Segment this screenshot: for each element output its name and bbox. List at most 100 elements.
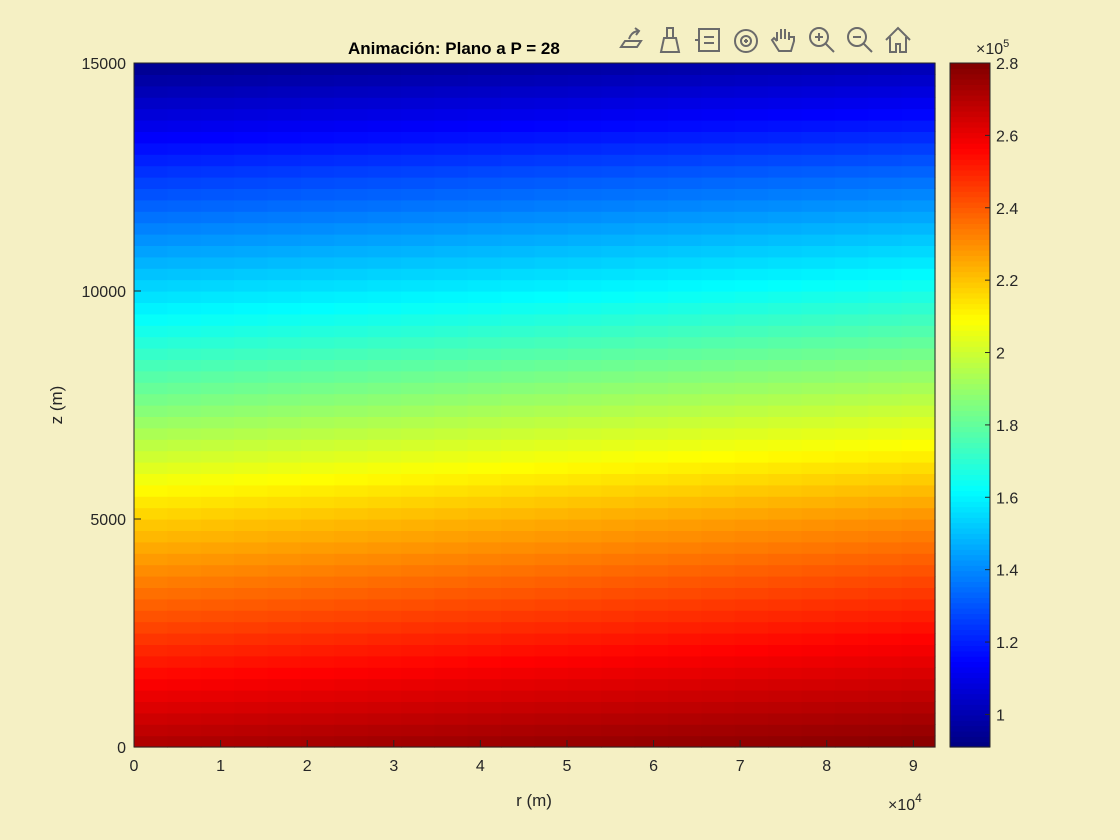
colorbar-swatch [950, 672, 990, 679]
heatmap-cell [501, 268, 536, 281]
heatmap-cell [134, 74, 168, 87]
heatmap-cell [768, 336, 803, 349]
heatmap-cell [801, 484, 836, 497]
heatmap-cell [167, 199, 202, 212]
heatmap-cell [167, 633, 202, 645]
heatmap-cell [734, 325, 769, 338]
colorbar-swatch [950, 618, 990, 625]
heatmap-cell [167, 154, 202, 167]
heatmap-cell [434, 211, 469, 224]
heatmap-cell [501, 610, 536, 623]
heatmap[interactable] [134, 63, 936, 748]
colorbar-swatch [950, 592, 990, 598]
heatmap-cell [534, 256, 569, 269]
heatmap-cell [534, 63, 569, 75]
heatmap-cell [701, 188, 736, 201]
zoom-in-button[interactable] [806, 24, 838, 56]
colorbar-swatch [950, 356, 990, 363]
heatmap-cell [334, 644, 369, 657]
home-button[interactable] [882, 24, 914, 56]
heatmap-cell [834, 450, 869, 463]
heatmap-cell [334, 667, 369, 680]
heatmap-cell [834, 473, 869, 486]
heatmap-cell [401, 416, 435, 429]
heatmap-cell [901, 131, 936, 144]
heatmap-cell [534, 655, 569, 668]
heatmap-cell [634, 678, 669, 691]
heatmap-cell [601, 256, 636, 269]
heatmap-cell [534, 313, 569, 326]
heatmap-cell [668, 393, 702, 406]
heatmap-cell [434, 655, 469, 668]
heatmap-cell [334, 427, 369, 440]
heatmap-cell [434, 701, 469, 714]
heatmap-cell [901, 701, 936, 714]
heatmap-cell [567, 576, 602, 588]
colorbar-swatch [950, 228, 990, 235]
colorbar-swatch [950, 111, 990, 118]
zoom-out-button[interactable] [844, 24, 876, 56]
heatmap-cell [668, 245, 702, 258]
heatmap-cell [434, 234, 469, 246]
heatmap-cell [167, 667, 202, 680]
colorbar-swatch [950, 143, 990, 150]
heatmap-cell [267, 587, 302, 600]
heatmap-cell [834, 644, 869, 657]
colorbar-swatch [950, 239, 990, 246]
heatmap-cell [701, 712, 736, 725]
heatmap-cell [234, 279, 269, 292]
heatmap-cell [334, 177, 369, 189]
heatmap-cell [234, 336, 269, 349]
heatmap-cell [367, 496, 402, 509]
heatmap-cell [134, 462, 168, 474]
heatmap-cell [534, 393, 569, 406]
heatmap-cell [334, 553, 369, 566]
heatmap-cell [701, 85, 736, 98]
rotate-button[interactable] [730, 24, 762, 56]
zoom-in-icon [809, 27, 835, 53]
heatmap-cell [467, 108, 502, 121]
heatmap-cell [801, 621, 836, 634]
heatmap-cell [901, 268, 936, 281]
heatmap-cell [567, 74, 602, 87]
heatmap-cell [634, 712, 669, 725]
export-button[interactable] [616, 24, 648, 56]
heatmap-cell [334, 735, 369, 748]
heatmap-cell [868, 313, 903, 326]
heatmap-cell [601, 587, 636, 600]
heatmap-cell [334, 621, 369, 634]
heatmap-cell [267, 188, 302, 201]
heatmap-cell [834, 279, 869, 292]
heatmap-cell [300, 279, 335, 292]
heatmap-cell [234, 382, 269, 395]
heatmap-cell [701, 610, 736, 623]
heatmap-cell [200, 496, 235, 509]
colorbar-swatch [950, 730, 990, 737]
heatmap-cell [167, 222, 202, 235]
heatmap-cell [901, 234, 936, 246]
heatmap-cell [901, 530, 936, 543]
data-tips-button[interactable] [692, 24, 724, 56]
brush-button[interactable] [654, 24, 686, 56]
heatmap-cell [234, 405, 269, 417]
heatmap-cell [134, 701, 168, 714]
heatmap-cell [834, 690, 869, 702]
heatmap-cell [868, 621, 903, 634]
heatmap-cell [868, 473, 903, 486]
heatmap-cell [300, 735, 335, 748]
heatmap-cell [768, 484, 803, 497]
colorbar-swatch [950, 693, 990, 700]
heatmap-cell [334, 633, 369, 645]
heatmap-cell [834, 325, 869, 338]
heatmap-cell [401, 74, 435, 87]
pan-button[interactable] [768, 24, 800, 56]
heatmap-cell [267, 496, 302, 509]
heatmap-cell [534, 450, 569, 463]
heatmap-cell [467, 678, 502, 691]
heatmap-cell [701, 325, 736, 338]
heatmap-cell [234, 348, 269, 360]
heatmap-cell [300, 416, 335, 429]
heatmap-cell [634, 427, 669, 440]
heatmap-cell [567, 313, 602, 326]
heatmap-cell [567, 279, 602, 292]
